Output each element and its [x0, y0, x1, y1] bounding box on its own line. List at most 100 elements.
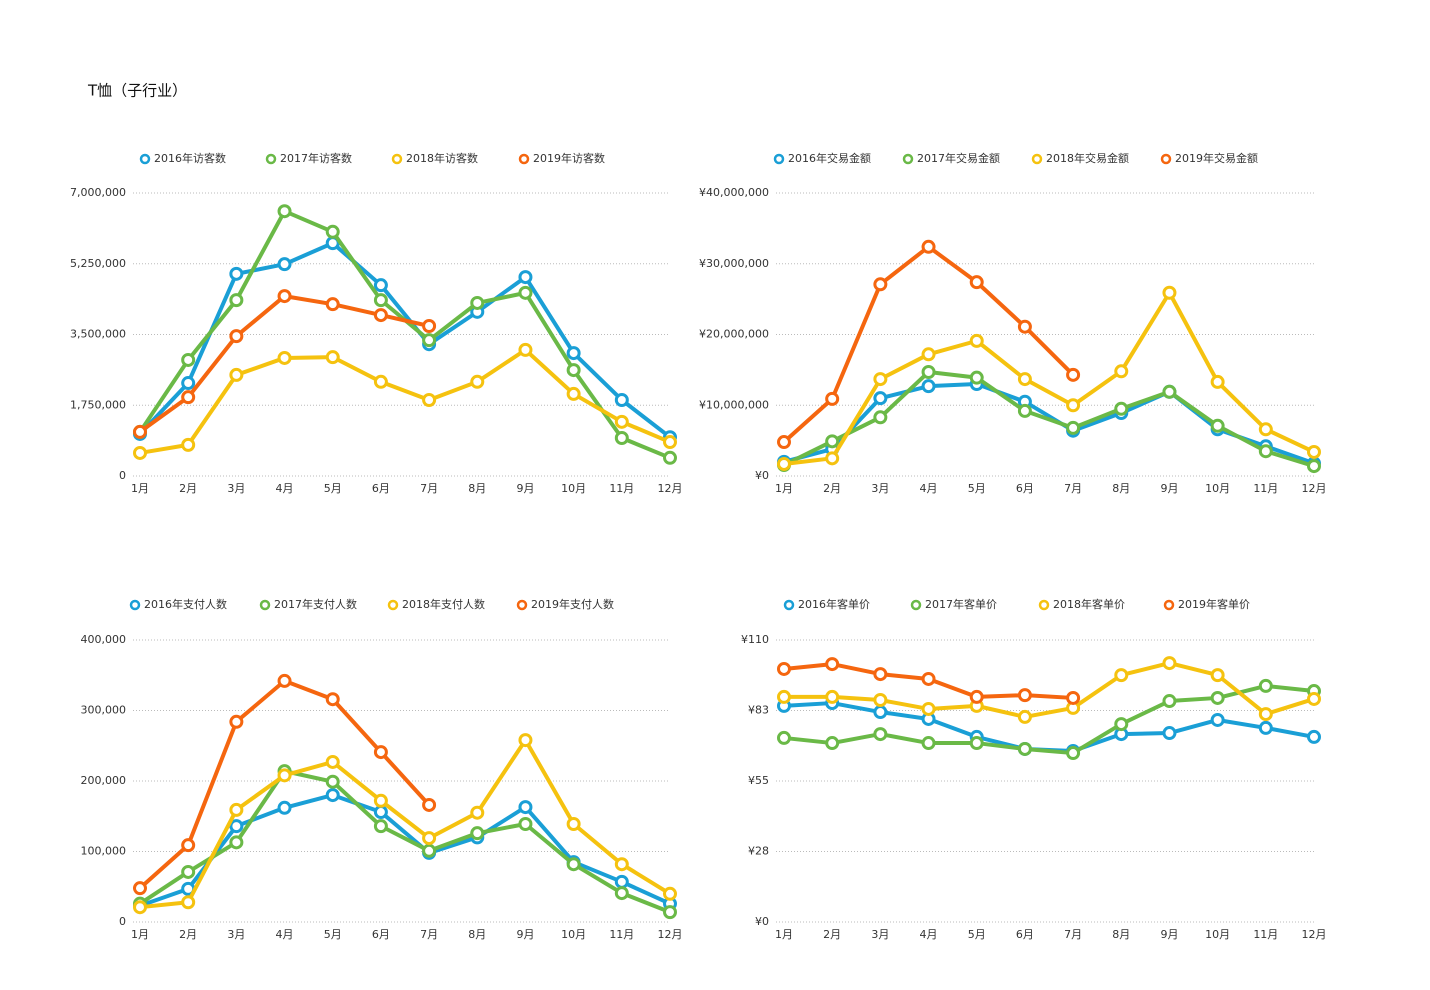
data-point [921, 239, 936, 254]
data-point [373, 293, 388, 308]
data-point [133, 445, 147, 460]
data-point [373, 819, 388, 834]
data-point [1258, 444, 1273, 459]
x-tick-label: 2月 [179, 482, 197, 495]
data-point [873, 277, 888, 292]
x-tick-label: 8月 [1112, 482, 1130, 495]
legend-label: 2017年交易金额 [917, 151, 1000, 165]
x-tick-label: 10月 [561, 928, 586, 941]
data-point [518, 817, 533, 832]
y-tick-label: 1,750,000 [70, 398, 126, 411]
data-point [969, 736, 984, 751]
data-point [614, 886, 629, 901]
data-point [325, 350, 340, 365]
data-point [921, 379, 936, 394]
data-point [373, 745, 388, 760]
x-tick-label: 8月 [468, 928, 486, 941]
data-point [1017, 319, 1032, 334]
legend-label: 2018年客单价 [1053, 597, 1125, 611]
series-line [138, 241, 672, 439]
data-point [470, 826, 485, 841]
legend-marker [129, 599, 141, 611]
data-point [1307, 729, 1321, 744]
data-point [1210, 418, 1225, 433]
legend-label: 2016年访客数 [154, 151, 226, 165]
data-point [1258, 707, 1273, 722]
y-tick-label: ¥110 [741, 633, 769, 646]
data-point [1162, 384, 1177, 399]
data-point [422, 831, 437, 846]
x-tick-label: 4月 [276, 482, 294, 495]
data-point [181, 895, 196, 910]
x-tick-label: 10月 [1205, 482, 1230, 495]
x-tick-label: 2月 [823, 928, 841, 941]
data-point [777, 661, 791, 676]
data-point [518, 800, 533, 815]
data-point [277, 257, 292, 272]
x-tick-label: 2月 [823, 482, 841, 495]
data-point [518, 733, 533, 748]
data-point [229, 367, 244, 382]
legend-marker [516, 599, 528, 611]
data-point [277, 800, 292, 815]
data-point [133, 881, 147, 896]
legend-label: 2017年访客数 [280, 151, 352, 165]
data-point [614, 874, 629, 889]
data-point [181, 437, 196, 452]
data-point [873, 692, 888, 707]
x-tick-label: 1月 [131, 928, 149, 941]
data-point [277, 204, 292, 219]
data-point [873, 705, 888, 720]
data-point [422, 319, 437, 334]
data-point [614, 857, 629, 872]
data-point [1114, 668, 1129, 683]
y-tick-label: ¥30,000,000 [699, 257, 769, 270]
data-point [777, 689, 791, 704]
x-tick-label: 1月 [775, 928, 793, 941]
data-point [614, 414, 629, 429]
data-point [373, 374, 388, 389]
data-point [1114, 401, 1129, 416]
data-point [825, 451, 840, 466]
data-point [325, 788, 340, 803]
data-point [373, 308, 388, 323]
data-point [777, 435, 791, 450]
data-point [1066, 690, 1081, 705]
x-tick-label: 5月 [324, 928, 342, 941]
data-point [825, 689, 840, 704]
x-tick-label: 6月 [372, 482, 390, 495]
x-tick-label: 12月 [658, 928, 683, 941]
y-tick-label: 100,000 [81, 845, 127, 858]
x-tick-label: 7月 [1064, 928, 1082, 941]
data-point [663, 435, 677, 450]
legend-label: 2018年支付人数 [402, 597, 485, 611]
x-tick-label: 12月 [1302, 928, 1327, 941]
data-point [518, 342, 533, 357]
x-tick-label: 8月 [1112, 928, 1130, 941]
data-point [777, 456, 791, 471]
legend-label: 2018年访客数 [406, 151, 478, 165]
data-point [566, 857, 581, 872]
data-point [825, 391, 840, 406]
data-point [1066, 746, 1081, 761]
data-point [921, 671, 936, 686]
legend-marker [391, 153, 403, 165]
data-point [1017, 688, 1032, 703]
x-tick-label: 9月 [1160, 482, 1178, 495]
legend-label: 2016年支付人数 [144, 597, 227, 611]
x-tick-label: 10月 [1205, 928, 1230, 941]
x-tick-label: 4月 [920, 482, 938, 495]
x-tick-label: 4月 [920, 928, 938, 941]
legend-marker [1163, 599, 1175, 611]
data-point [1307, 691, 1321, 706]
data-point [181, 390, 196, 405]
data-point [873, 391, 888, 406]
line-chart: 0 1,750,000 3,500,000 5,250,000 7,000,000 1月 2… [70, 151, 682, 495]
legend-marker [902, 153, 914, 165]
x-tick-label: 9月 [1160, 928, 1178, 941]
data-point [422, 797, 437, 812]
x-tick-label: 11月 [1253, 928, 1278, 941]
x-tick-label: 7月 [420, 928, 438, 941]
series-line [783, 683, 1315, 756]
legend-label: 2016年客单价 [798, 597, 870, 611]
